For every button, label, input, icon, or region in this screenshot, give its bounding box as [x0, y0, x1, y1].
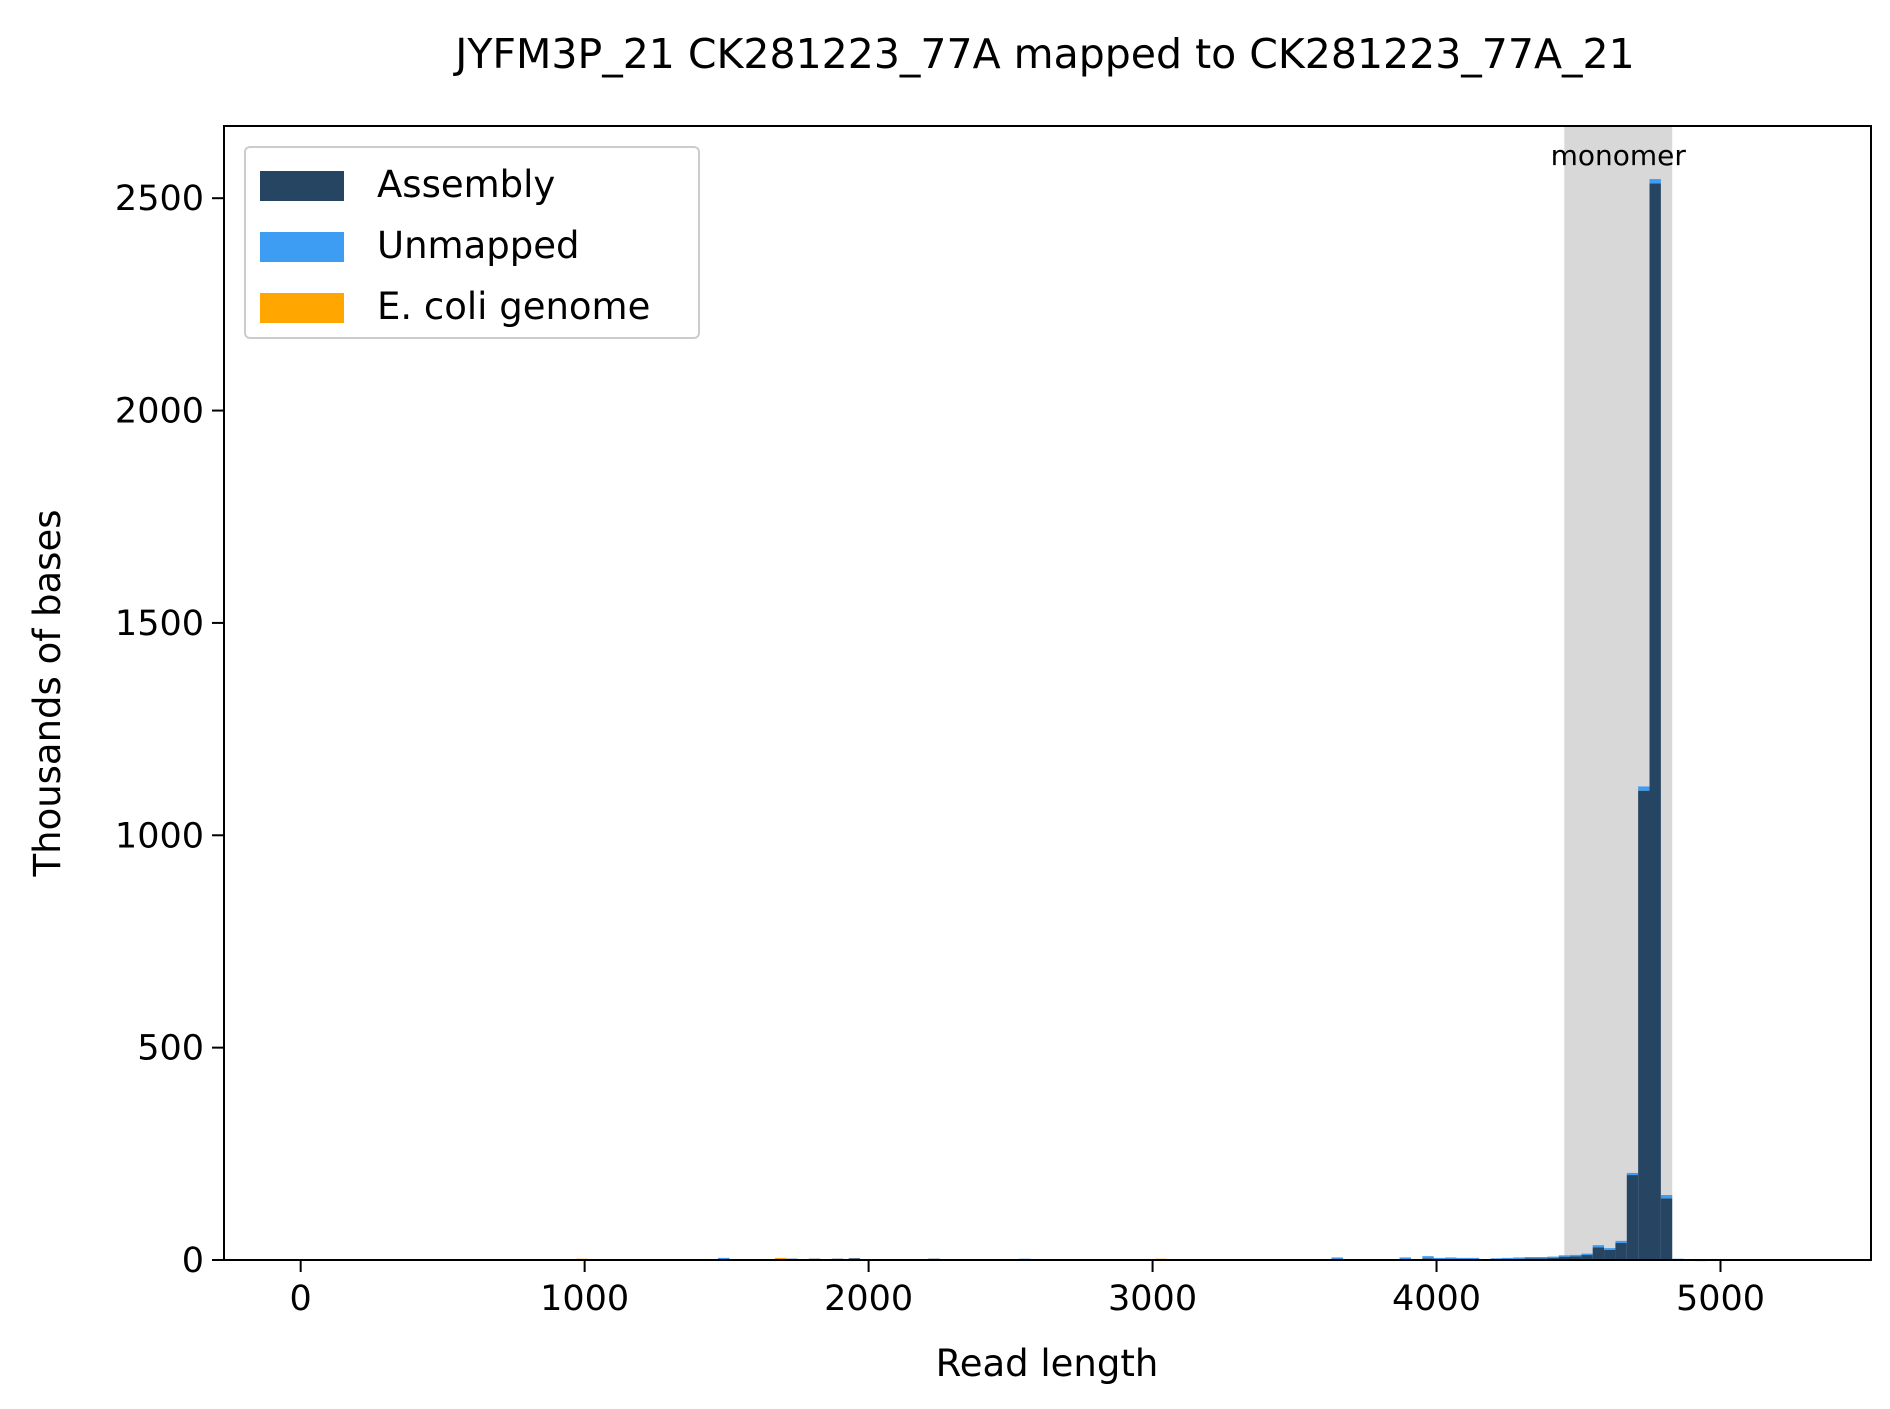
bar-assembly [1592, 1247, 1605, 1260]
y-tick-label: 2000 [115, 392, 204, 432]
legend: Assembly Unmapped E. coli genome [244, 146, 700, 339]
bar-assembly [1604, 1249, 1616, 1260]
bar-unmapped [1558, 1255, 1570, 1257]
bar-assembly [1626, 1175, 1639, 1260]
bar-unmapped [1513, 1257, 1525, 1259]
bar-unmapped [1581, 1253, 1593, 1256]
bar-assembly [1581, 1254, 1593, 1260]
legend-swatch-unmapped [260, 232, 344, 262]
bar-assembly [1524, 1257, 1536, 1260]
legend-label-unmapped: Unmapped [377, 224, 580, 267]
bar-unmapped [1649, 179, 1661, 184]
bar-unmapped [1660, 1195, 1673, 1199]
bar-unmapped [1456, 1257, 1468, 1260]
bar-unmapped [1524, 1257, 1536, 1259]
y-axis-label: Thousands of bases [26, 510, 69, 878]
legend-swatch-ecoli-genome [260, 293, 344, 323]
bar-unmapped [1604, 1248, 1616, 1250]
x-tick-label: 5000 [1676, 1279, 1765, 1319]
bar-unmapped [718, 1257, 730, 1260]
bar-unmapped [1547, 1256, 1559, 1259]
y-tick-label: 2500 [115, 179, 204, 219]
bar-unmapped [1467, 1257, 1480, 1260]
bar-unmapped [1445, 1257, 1457, 1259]
bar-assembly [1649, 183, 1661, 1261]
bar-assembly [1558, 1256, 1570, 1260]
chart-title: JYFM3P_21 CK281223_77A mapped to CK28122… [452, 30, 1634, 78]
bar-assembly [1569, 1256, 1582, 1260]
monomer-region: monomer [1551, 126, 1687, 1260]
bar-unmapped [1422, 1256, 1434, 1259]
x-tick-label: 3000 [1108, 1279, 1197, 1319]
bar-unmapped [1535, 1257, 1548, 1259]
y-tick-label: 1500 [115, 604, 204, 644]
bar-assembly [1638, 790, 1650, 1260]
legend-label-assembly: Assembly [377, 163, 556, 206]
bar-unmapped [1638, 786, 1650, 791]
y-tick-label: 0 [182, 1241, 204, 1281]
bar-unmapped [1399, 1257, 1411, 1259]
x-axis-ticks: 0 1000 2000 3000 4000 5000 [290, 1260, 1765, 1319]
x-tick-label: 2000 [824, 1279, 913, 1319]
bar-unmapped [1433, 1257, 1446, 1260]
bar-ecoli-genome [774, 1257, 787, 1260]
x-tick-label: 0 [290, 1279, 312, 1319]
legend-swatch-assembly [260, 171, 344, 201]
bar-unmapped [1615, 1240, 1627, 1244]
bar-unmapped [1331, 1257, 1343, 1259]
x-tick-label: 4000 [1392, 1279, 1481, 1319]
bar-unmapped [1592, 1245, 1605, 1248]
y-tick-label: 1000 [115, 816, 204, 856]
y-tick-label: 500 [137, 1029, 204, 1069]
legend-label-ecoli-genome: E. coli genome [377, 285, 651, 328]
y-axis-ticks: 0 500 1000 1500 2000 2500 [115, 179, 224, 1281]
bar-assembly [1615, 1243, 1627, 1260]
bar-unmapped [1569, 1254, 1582, 1257]
x-axis-label: Read length [936, 1342, 1159, 1385]
monomer-region-label: monomer [1551, 139, 1687, 172]
bar-assembly [1660, 1198, 1673, 1260]
x-tick-label: 1000 [540, 1279, 629, 1319]
bar-assembly [1547, 1257, 1559, 1260]
bar-unmapped [1626, 1172, 1639, 1176]
plot-area-frame [223, 125, 1872, 1261]
bar-unmapped [1501, 1257, 1514, 1260]
